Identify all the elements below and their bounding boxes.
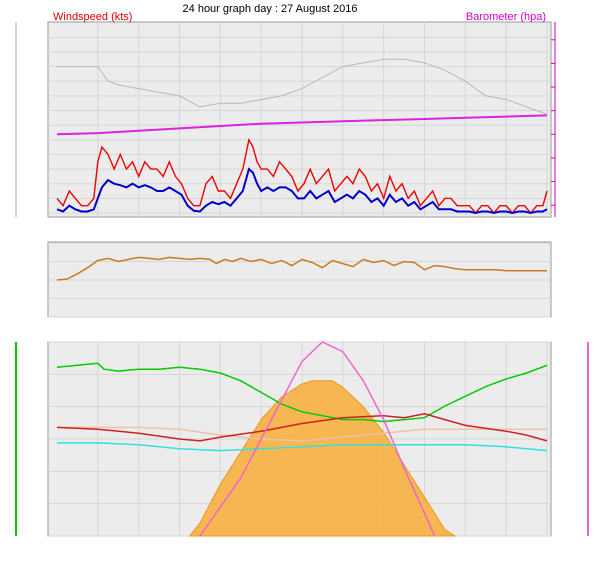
wind-average-line [56,167,548,215]
temperature-line [56,413,548,442]
solar-area [188,380,456,537]
direction-panel [47,241,552,318]
indoor-temperature-line [57,426,547,442]
page-title: 24 hour graph day : 27 August 2016 [183,3,358,15]
barometer-scale [551,22,556,217]
temperature-series-group [56,341,548,537]
wind-plot-area [47,21,552,218]
temperature-panel [15,341,589,537]
temperature-scales [15,342,589,536]
windspeed-axis-label: Windspeed (kts) [53,11,132,23]
gray-series-line [57,58,548,115]
dew-point-line [57,442,548,452]
wind-grid [48,22,551,217]
direction-series-group [56,256,547,281]
barometer-line [56,114,548,136]
humidity-line [56,362,548,423]
wind-direction-line [56,256,547,281]
uv-line [199,341,436,537]
wind-series-group [56,58,548,215]
wind-gust-line [56,137,548,215]
barometer-axis-label: Barometer (hpa) [466,11,546,23]
wind-panel: 24 hour graph day : 27 August 2016 Winds… [15,3,556,218]
